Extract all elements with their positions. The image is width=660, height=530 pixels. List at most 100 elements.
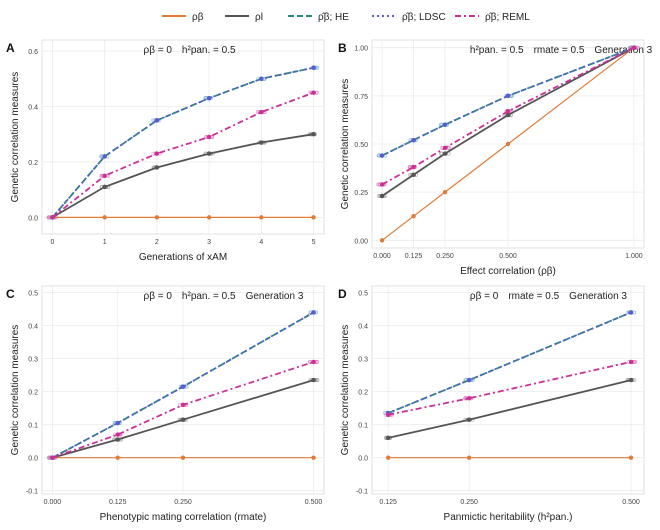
x-tick-label: 1	[103, 239, 107, 246]
x-tick-label: 0.250	[174, 499, 192, 506]
y-tick-label: 0.3	[28, 357, 38, 364]
x-tick-label: 0.250	[436, 253, 454, 260]
data-point-rho_beta	[154, 215, 160, 220]
data-point-reml	[50, 215, 55, 220]
data-point-reml	[311, 90, 316, 95]
panel-annotation: ρβ = 0 h²pan. = 0.5 Generation 3	[144, 291, 304, 302]
x-tick-label: 0.000	[373, 253, 391, 260]
data-point-rho_l	[259, 140, 264, 145]
data-point-rho_l	[311, 132, 316, 137]
data-point-ldsc	[411, 137, 416, 143]
data-point-rho_beta	[259, 215, 264, 220]
data-point-reml	[259, 109, 264, 115]
y-axis-label: Genetic correlation measures	[10, 72, 21, 203]
x-axis-label: Effect correlation (ρβ)	[460, 266, 556, 277]
data-point-reml	[154, 151, 160, 156]
data-point-rho_beta	[102, 215, 107, 220]
data-point-ldsc	[311, 65, 316, 70]
data-point-reml	[631, 45, 637, 50]
y-tick-label: 0.0	[28, 456, 38, 463]
legend-label: ρ̂β; HE	[318, 11, 349, 23]
y-tick-label: 0.4	[28, 105, 38, 112]
data-point-rho_beta	[505, 141, 511, 147]
x-axis-label: Generations of xAM	[139, 252, 227, 263]
x-axis-label: Phenotypic mating correlation (rmate)	[100, 512, 267, 523]
legend-label: ρl	[255, 12, 263, 23]
x-tick-label: 0.250	[460, 499, 478, 506]
y-tick-label: 0.75	[354, 94, 368, 101]
data-point-reml	[379, 182, 385, 187]
y-tick-label: 0.0	[358, 456, 368, 463]
y-tick-label: 0.5	[358, 291, 368, 298]
y-tick-label: 1.00	[354, 46, 368, 53]
legend-item-reml: ρ̂β; REML	[455, 11, 530, 23]
data-point-reml	[466, 396, 472, 401]
data-point-rho_l	[154, 165, 160, 170]
data-point-rho_beta	[180, 455, 186, 460]
data-point-rho_beta	[311, 215, 316, 220]
x-tick-label: 5	[312, 239, 316, 246]
data-point-ldsc	[102, 154, 107, 159]
annotation-part: rmate = 0.5	[508, 291, 559, 302]
x-tick-label: 1.000	[625, 253, 643, 260]
annotation-part: h²pan. = 0.5	[182, 45, 236, 56]
series-rho_beta	[385, 455, 634, 460]
data-point-rho_l	[466, 417, 472, 422]
y-tick-label: 0.2	[358, 390, 368, 397]
data-point-ldsc	[379, 153, 385, 158]
x-tick-label: 0	[50, 239, 54, 246]
annotation-part: ρβ = 0	[470, 291, 499, 302]
data-point-rho_beta	[411, 214, 416, 219]
data-point-rho_l	[115, 437, 120, 442]
panel-A: 0.0 0.2 0.4 0.6 0 1 2 3 4 5 Generations of xAM Gene…	[6, 39, 325, 263]
x-tick-label: 2	[155, 239, 159, 246]
series-reml	[50, 90, 316, 220]
panel-letter: C	[6, 287, 15, 301]
data-point-rho_beta	[628, 455, 634, 460]
panel-C: -0.1 0.0 0.1 0.2 0.3 0.4 0.5 0.000 0.125 0.250 0.5…	[6, 285, 325, 523]
legend-item-rho_beta: ρβ	[162, 12, 204, 23]
data-point-rho_beta	[442, 189, 448, 195]
series-line-rho_l	[52, 379, 314, 459]
y-axis-label: Genetic correlation measures	[340, 79, 351, 210]
series-reml	[379, 45, 637, 187]
panel-annotation: ρβ = 0 rmate = 0.5 Generation 3	[470, 291, 628, 302]
series-rho_beta	[50, 215, 316, 220]
panel-annotation: ρβ = 0 h²pan. = 0.5	[144, 45, 236, 56]
plot-area	[41, 39, 325, 235]
series-reml	[50, 359, 316, 460]
y-tick-label: -0.1	[356, 489, 368, 496]
data-point-ldsc	[466, 377, 472, 383]
data-point-rho_l	[102, 184, 107, 190]
annotation-part: ρβ = 0	[144, 291, 173, 302]
y-tick-label: 0.50	[354, 142, 368, 149]
legend-label: ρ̂β; LDSC	[402, 11, 446, 23]
y-axis-label: Genetic correlation measures	[340, 325, 351, 456]
x-tick-label: 0.125	[109, 499, 127, 506]
replicate-point	[635, 45, 640, 50]
y-tick-label: 0.2	[28, 160, 38, 167]
y-tick-label: 0.1	[358, 423, 368, 430]
data-point-ldsc	[628, 310, 634, 315]
annotation-part: Generation 3	[246, 291, 304, 302]
data-point-rho_l	[379, 193, 385, 199]
x-tick-label: 0.125	[405, 253, 423, 260]
data-point-rho_beta	[385, 455, 391, 460]
data-point-rho_l	[311, 377, 316, 383]
replicate-point	[376, 182, 381, 187]
data-point-rho_l	[180, 417, 186, 422]
data-point-rho_beta	[311, 455, 316, 460]
data-point-rho_beta	[206, 215, 212, 220]
data-point-reml	[442, 145, 448, 151]
panel-annotation: h²pan. = 0.5 rmate = 0.5 Generation 3	[470, 45, 653, 56]
data-point-reml	[50, 455, 55, 460]
data-point-rho_l	[505, 112, 511, 118]
panel-B: 0.00 0.25 0.50 0.75 1.00 0.000 0.125 0.250 0.500…	[338, 39, 653, 277]
y-tick-label: 0.5	[28, 291, 38, 298]
y-tick-label: 0.0	[28, 215, 38, 222]
data-point-ldsc	[115, 420, 120, 426]
data-point-reml	[411, 164, 416, 170]
y-tick-label: 0.00	[354, 238, 368, 245]
data-point-ldsc	[442, 122, 448, 127]
